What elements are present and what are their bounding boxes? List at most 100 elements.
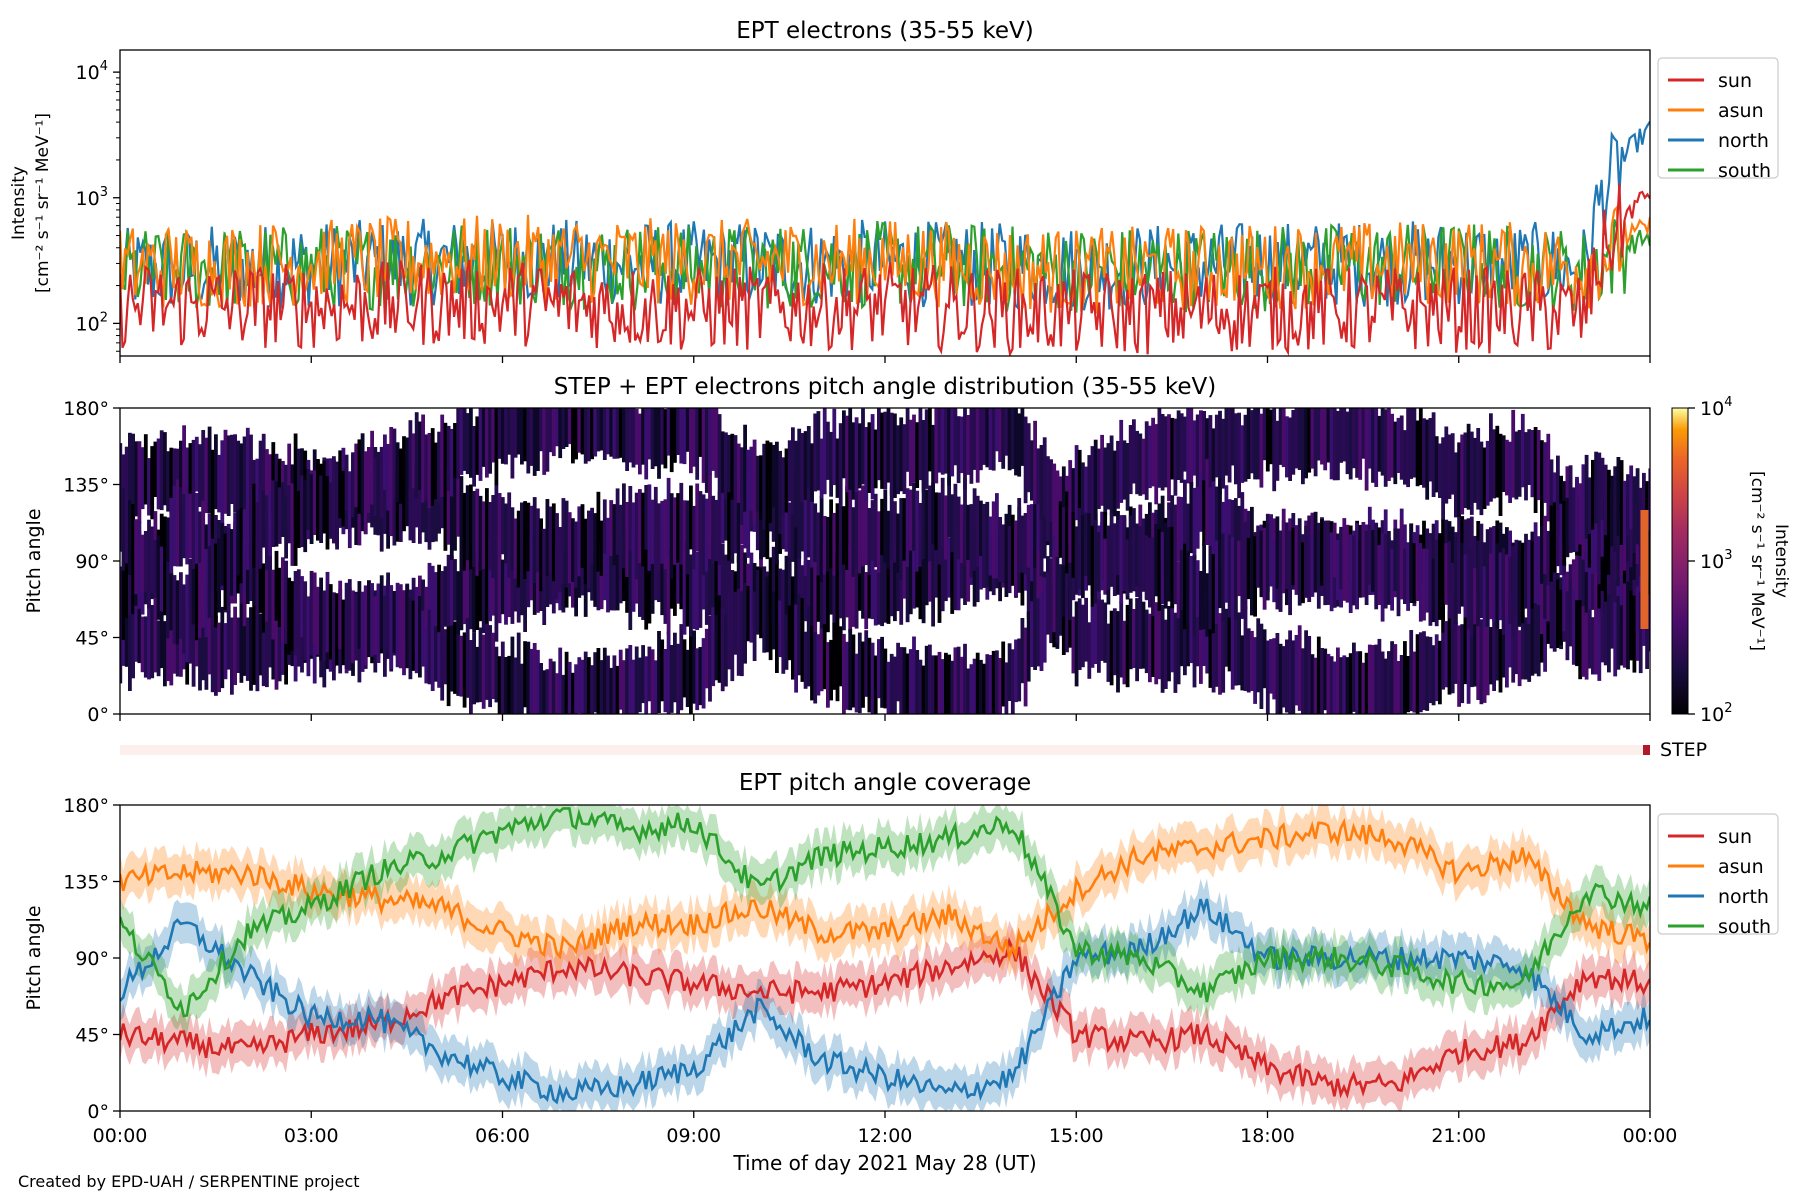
pad-cell [293,483,298,566]
pad-cell [873,655,878,714]
pad-cell [265,550,269,622]
pad-cell [1183,543,1187,630]
pad-cell [1339,657,1343,714]
pad-cell [520,539,524,616]
pad-cell [182,493,186,559]
pad-cell [787,440,792,502]
pad-cell [1144,421,1149,500]
pad-cell [972,658,977,714]
pad-cell [1559,589,1563,646]
pad-cell [322,460,327,534]
pad-cell [1230,536,1235,609]
pad-cell [784,614,789,670]
pad-cell [1163,522,1168,609]
pad-cell [1253,536,1257,617]
pad-cell [156,620,161,677]
pad-cell [937,651,942,714]
pad-cell [1010,514,1015,586]
pad-cell [896,642,900,702]
pad-cell [1450,526,1455,589]
pad-cell [1068,460,1073,544]
pad-cell [791,427,795,515]
pad-cell [1517,430,1522,497]
pad-cell [1307,408,1312,473]
pad-cell [886,661,891,714]
pad-cell [1610,550,1614,635]
pad-cell [1438,640,1442,705]
pad-cell [660,500,665,564]
pad-cell [1632,476,1637,554]
pad-cell [1418,408,1423,485]
pad-cell [268,539,272,624]
pad-cell [1492,614,1496,691]
pad-cell [590,408,594,460]
pad-cell [1645,591,1649,669]
pad-cell [800,598,805,682]
pad-cell [1237,412,1241,499]
pad-cell [928,485,932,562]
pad-cell [1479,541,1484,618]
pad-cell [325,476,330,550]
pad-cell [210,619,215,693]
xtick-label: 00:00 [93,1125,148,1147]
pad-cell [669,408,674,473]
coverage-line-south [120,807,1650,1018]
pad-cell [434,626,438,682]
pad-cell [1259,623,1264,709]
pad-cell [1425,548,1430,613]
pad-cell [520,663,524,714]
pad-cell [172,575,177,645]
pad-cell [1230,603,1235,690]
pad-cell [784,555,789,641]
pad-cell [1546,530,1551,586]
ytick-label: 102 [76,310,108,335]
pad-cell [166,451,170,512]
pad-cell [523,408,527,462]
pad-cell [638,542,642,617]
pad-cell [838,505,843,575]
pad-cell [787,502,792,558]
pad-cell [829,499,833,569]
pad-cell [740,591,744,677]
pad-cell [1450,563,1455,630]
pad-cell [1307,515,1312,597]
pad-cell [175,580,180,645]
pad-cell [1144,609,1149,674]
pad-cell [1610,594,1614,649]
pad-cell [740,447,744,525]
pad-cell [1648,594,1650,652]
ytick-label: 104 [76,59,108,84]
pad-cell [918,408,923,481]
pad-cell [1122,620,1127,685]
pad-cell [1556,510,1560,567]
pad-cell [765,440,770,523]
pad-cell [1383,409,1388,487]
pad-cell [1243,414,1248,482]
pad-cell [296,491,301,548]
pad-cell [1304,525,1308,597]
pad-cell [861,641,865,708]
pad-cell [1250,410,1254,474]
pad-cell [1234,554,1238,620]
pad-cell [446,554,451,641]
ytick-label: 180° [63,795,109,817]
pad-cell [1218,613,1222,695]
pad-cell [838,423,843,506]
pad-cell [462,492,467,571]
pad-cell [185,447,190,511]
pad-cell [1167,527,1171,602]
pad-cell [1234,498,1238,571]
pad-cell [1457,625,1461,707]
pad-cell [622,660,626,714]
pad-cell [245,617,250,681]
pad-cell [1622,583,1627,668]
pad-cell [1301,542,1305,603]
pad-cell [1132,419,1136,484]
pad-cell [281,616,285,675]
pad-cell [583,518,588,585]
pad-cell [1425,419,1430,500]
pad-cell [443,475,448,551]
pad-cell [944,495,948,560]
pad-cell [606,655,610,714]
pad-cell [877,639,881,699]
